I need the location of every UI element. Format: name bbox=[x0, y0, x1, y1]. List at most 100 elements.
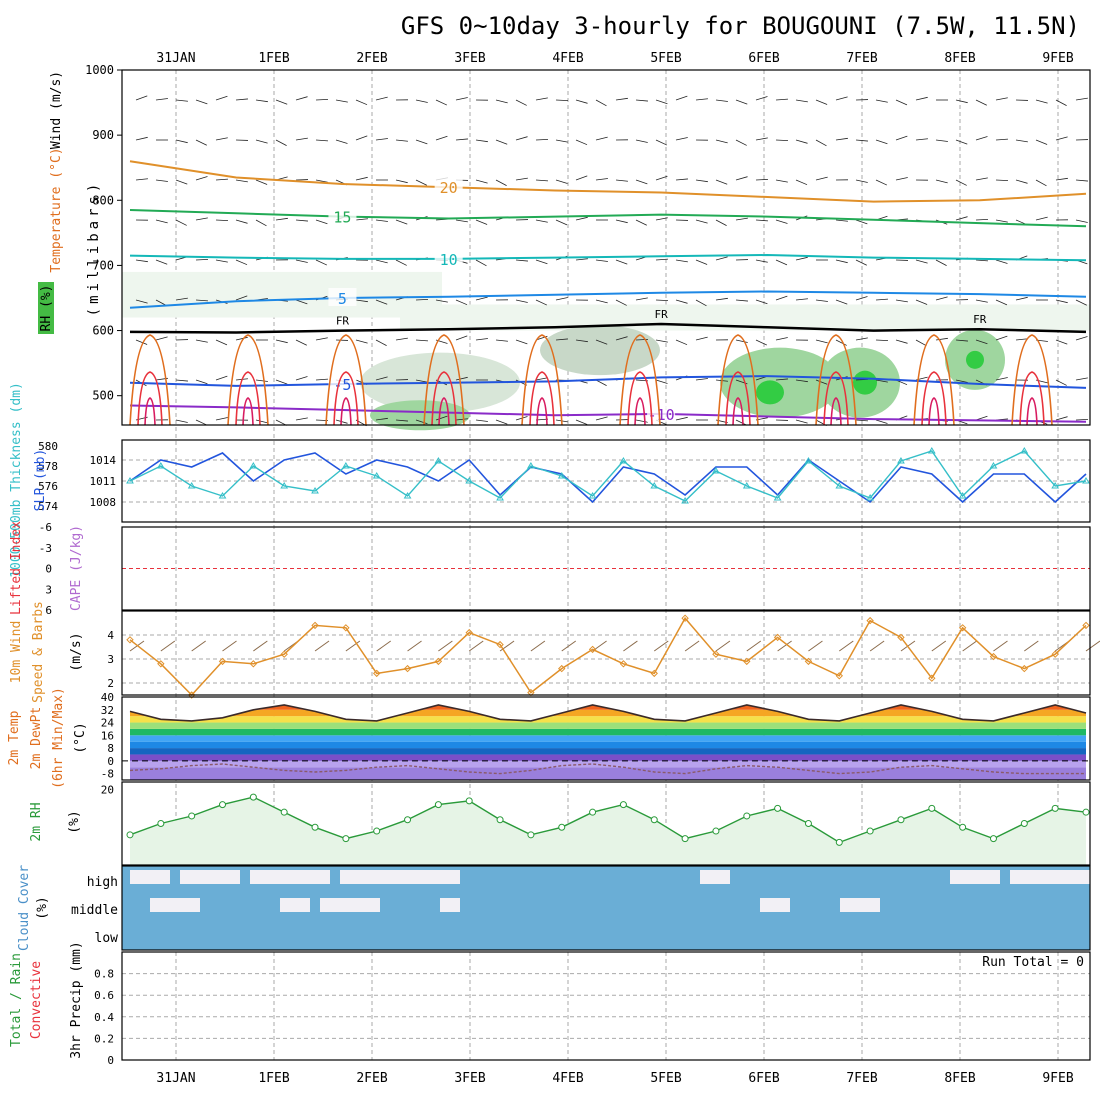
wind-barb bbox=[475, 219, 488, 225]
wind-barb bbox=[135, 259, 148, 263]
wind-barb bbox=[675, 259, 688, 263]
wind-barb bbox=[855, 259, 867, 266]
thickness-axis-label: 1000-500mb Thickness (dm) bbox=[9, 382, 24, 578]
wind-barb bbox=[835, 219, 848, 222]
minmax-axis-label: (6hr Min/Max) bbox=[51, 687, 66, 789]
rh-marker bbox=[311, 823, 319, 831]
wind-barb bbox=[915, 96, 928, 101]
wind-barb bbox=[375, 299, 388, 305]
temperature-contour-25 bbox=[1011, 334, 1053, 426]
wind-barb bbox=[1055, 339, 1068, 345]
wind-barb bbox=[675, 339, 688, 346]
temperature-contour-25 bbox=[717, 334, 759, 426]
rh-marker bbox=[989, 835, 997, 843]
wind-barb bbox=[315, 179, 328, 183]
wind-barb bbox=[375, 96, 388, 101]
wind-barb bbox=[755, 219, 768, 222]
top-date-label: 31JAN bbox=[156, 51, 195, 66]
wind-barb bbox=[715, 219, 727, 226]
wind-barb bbox=[315, 378, 328, 381]
rh-marker bbox=[835, 838, 843, 846]
cloud-gap bbox=[250, 870, 330, 884]
wind-barb bbox=[415, 298, 429, 301]
wind-barb bbox=[515, 339, 528, 345]
wind-speed-marker bbox=[650, 669, 658, 678]
wind-barb bbox=[855, 337, 868, 341]
wind-barb bbox=[355, 339, 368, 344]
wind-barb bbox=[195, 419, 208, 426]
wind-barb bbox=[575, 339, 588, 343]
wind-barb bbox=[395, 139, 408, 142]
temp-band bbox=[130, 716, 1086, 723]
wind-barb bbox=[495, 339, 508, 342]
wind-barb bbox=[995, 138, 1008, 141]
rh-marker bbox=[126, 831, 134, 839]
rh-marker bbox=[774, 804, 782, 812]
wind-barb bbox=[895, 299, 908, 303]
wind-barb bbox=[955, 339, 968, 342]
thickness-marker bbox=[958, 492, 967, 499]
temp-tick-label: 32 bbox=[101, 704, 114, 717]
wind-barb bbox=[715, 256, 728, 261]
wind-speed-marker bbox=[712, 650, 720, 658]
wind-barb bbox=[215, 219, 229, 222]
wind-barb bbox=[195, 299, 208, 302]
wind-barb bbox=[575, 258, 588, 261]
wind-barb bbox=[675, 299, 688, 304]
wind-barb bbox=[435, 415, 448, 421]
wind-barb bbox=[975, 177, 988, 181]
rh-marker bbox=[1051, 804, 1059, 812]
thickness-tick-label: 576 bbox=[38, 480, 58, 493]
thickness-marker bbox=[156, 462, 165, 469]
top-date-label: 5FEB bbox=[650, 51, 681, 66]
wind-barb bbox=[355, 218, 368, 221]
wind-speed-marker bbox=[465, 628, 473, 637]
wind-barb bbox=[695, 98, 708, 101]
thickness-marker bbox=[804, 457, 813, 464]
wind-barb bbox=[395, 259, 407, 266]
wind-barb bbox=[235, 179, 248, 183]
wind-barb bbox=[375, 259, 388, 264]
precip-axis-label: 3hr Precip (mm) bbox=[69, 941, 84, 1058]
wind-barb bbox=[155, 336, 168, 341]
wind-barb bbox=[435, 135, 448, 141]
wind-barb bbox=[455, 97, 468, 101]
wind-barb bbox=[355, 99, 368, 106]
wind-barb bbox=[935, 296, 948, 301]
wind-barb bbox=[475, 338, 488, 341]
rh-marker bbox=[157, 820, 165, 827]
wind-barb bbox=[515, 99, 527, 106]
wind-barb bbox=[684, 640, 700, 652]
wind-barb bbox=[495, 99, 508, 104]
thickness-marker bbox=[619, 457, 628, 464]
thickness-marker bbox=[434, 457, 443, 464]
wind-barb bbox=[195, 379, 208, 385]
wind-barb bbox=[1035, 139, 1048, 145]
wind-barb bbox=[735, 419, 747, 426]
precip-tick-label: 0 bbox=[107, 1054, 114, 1067]
wind-barb bbox=[275, 379, 288, 385]
wind-barb bbox=[455, 299, 468, 306]
wind-barb bbox=[715, 297, 728, 301]
rh-marker bbox=[434, 801, 442, 809]
wind-barb bbox=[675, 416, 688, 421]
wind-barb bbox=[615, 336, 628, 341]
temp-tick-label: 16 bbox=[101, 729, 114, 742]
freezing-level-line bbox=[129, 322, 1087, 334]
precip-tick-label: 0.8 bbox=[94, 968, 114, 981]
wind-barb bbox=[935, 179, 948, 184]
temp-band bbox=[130, 728, 1086, 736]
wind-speed-marker bbox=[403, 664, 412, 673]
wind-barb bbox=[595, 136, 608, 141]
thickness-marker bbox=[496, 494, 504, 501]
wind-barb bbox=[235, 295, 248, 301]
wind-barb bbox=[135, 339, 148, 345]
cloud-row-label: high bbox=[87, 875, 118, 890]
wind-barb bbox=[935, 337, 948, 341]
temp-band bbox=[130, 735, 1086, 742]
rh-marker bbox=[219, 801, 227, 809]
y-tick-label: 500 bbox=[92, 389, 114, 403]
wind-barb bbox=[1024, 640, 1039, 652]
wind-barb bbox=[435, 99, 448, 106]
wind-barb bbox=[635, 219, 647, 226]
